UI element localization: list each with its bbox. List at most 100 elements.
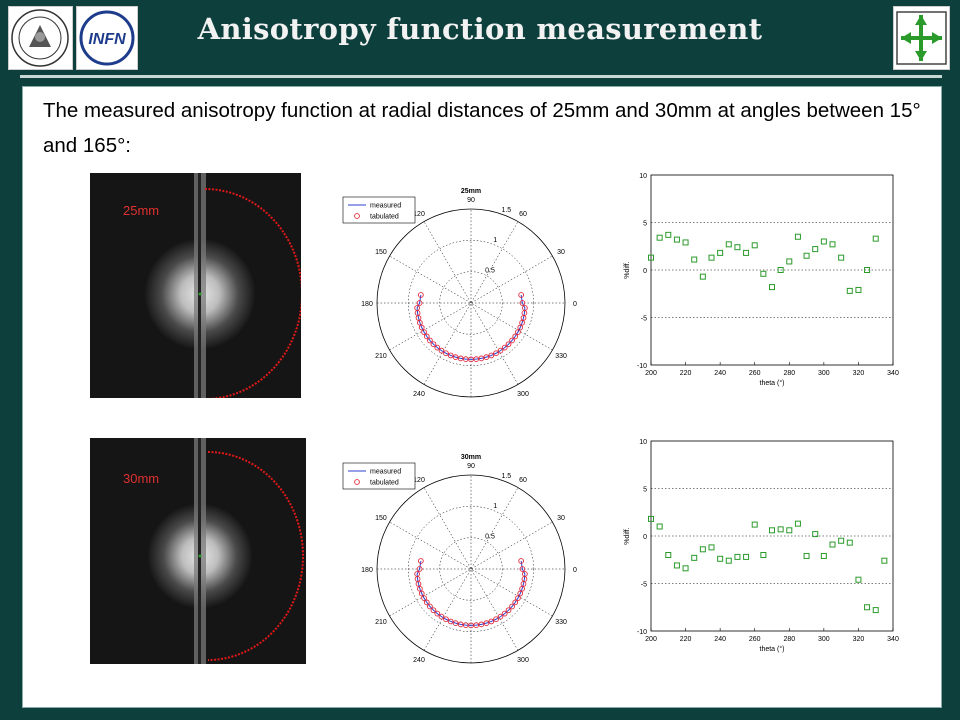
tabulated-point xyxy=(423,599,430,606)
x-tick-label: 260 xyxy=(749,370,761,377)
data-point xyxy=(760,270,767,277)
intro-text: The measured anisotropy function at radi… xyxy=(43,99,921,157)
polar-angle-label: 60 xyxy=(519,477,527,484)
tabulated-point xyxy=(517,324,524,331)
x-tick-label: 240 xyxy=(714,370,726,377)
data-point xyxy=(743,553,750,560)
polar-angle-label: 300 xyxy=(517,391,529,398)
x-tick-label: 320 xyxy=(853,636,865,643)
x-tick-label: 340 xyxy=(887,636,899,643)
polar-title: 25mm xyxy=(461,188,481,195)
y-tick-label: -10 xyxy=(637,629,647,636)
polar-angle-label: 30 xyxy=(557,515,565,522)
data-point xyxy=(691,256,698,263)
x-tick-label: 200 xyxy=(645,636,657,643)
polar-grid-ring xyxy=(408,240,534,366)
tabulated-point xyxy=(515,329,521,335)
data-point xyxy=(794,520,801,527)
legend-tabulated-label: tabulated xyxy=(370,214,399,221)
infn-logo-text: INFN xyxy=(88,31,126,48)
x-axis-label: theta (°) xyxy=(760,645,785,653)
polar-grid-ring xyxy=(439,537,503,601)
legend-measured-label: measured xyxy=(370,469,401,476)
legend-box xyxy=(342,462,416,490)
tabulated-point xyxy=(501,344,508,351)
y-tick-label: 0 xyxy=(643,268,647,275)
polar-angle-label: 0 xyxy=(573,567,577,574)
x-tick-label: 300 xyxy=(818,370,830,377)
data-point xyxy=(838,254,845,261)
data-point xyxy=(656,234,663,241)
x-tick-label: 220 xyxy=(680,636,692,643)
tabulated-point xyxy=(493,616,499,623)
diff-plot-30mm: 10 5 0 -5 -10 200 220 240 260 280 300 320 340 theta (… xyxy=(601,435,901,667)
data-point xyxy=(838,537,845,544)
data-point xyxy=(682,239,689,246)
x-tick-label: 300 xyxy=(818,636,830,643)
data-point xyxy=(734,553,741,560)
legend-tabulated-swatch xyxy=(354,213,360,219)
y-tick-label: 5 xyxy=(643,221,647,228)
data-point xyxy=(708,254,715,261)
plot-area xyxy=(650,440,894,632)
tabulated-point xyxy=(452,354,459,361)
data-point xyxy=(725,557,732,564)
y-tick-label: -5 xyxy=(641,316,647,323)
tabulated-point xyxy=(478,355,485,362)
tabulated-point xyxy=(430,607,437,614)
polar-angle-label: 150 xyxy=(375,515,387,522)
y-tick-label: 10 xyxy=(639,173,647,180)
polar-angle-label: 30 xyxy=(557,249,565,256)
tabulated-point xyxy=(418,324,425,331)
tabulated-point xyxy=(421,329,427,335)
data-point xyxy=(812,531,819,538)
tabulated-point xyxy=(518,558,524,564)
tabulated-point xyxy=(505,607,512,614)
tabulated-point xyxy=(417,319,423,326)
data-point xyxy=(829,541,836,548)
data-point xyxy=(648,254,654,261)
tabulated-point xyxy=(505,341,512,348)
tabulated-point xyxy=(434,344,441,351)
data-point xyxy=(803,252,810,259)
data-point xyxy=(864,267,871,273)
tabulated-point xyxy=(497,613,504,620)
tabulated-point xyxy=(488,618,495,625)
data-point xyxy=(872,607,879,614)
tabulated-point xyxy=(509,603,515,610)
tabulated-point xyxy=(416,566,423,572)
data-point xyxy=(812,246,819,253)
tabulated-point xyxy=(427,603,433,610)
polar-radius-label: 0.5 xyxy=(485,534,495,541)
legend-tabulated-label: tabulated xyxy=(370,480,399,487)
tabulated-point xyxy=(443,616,449,623)
infn-logo-icon: INFN xyxy=(76,6,138,70)
polar-legend: measured tabulated xyxy=(342,196,416,224)
tabulated-point xyxy=(452,620,459,627)
tabulated-point xyxy=(434,610,441,617)
x-tick-label: 340 xyxy=(887,370,899,377)
data-point xyxy=(673,562,680,569)
data-point xyxy=(734,244,741,251)
y-tick-label: -5 xyxy=(641,582,647,589)
data-point xyxy=(665,552,672,558)
data-point xyxy=(691,554,698,561)
arrows-cross-logo-icon xyxy=(893,6,950,70)
tabulated-point xyxy=(447,352,454,359)
tabulated-point xyxy=(416,300,423,306)
data-point xyxy=(760,552,767,558)
header: INFN Anisotropy function measurement xyxy=(0,0,960,74)
polar-angle-label: 60 xyxy=(519,211,527,218)
tabulated-point xyxy=(488,352,495,359)
data-point xyxy=(794,233,801,240)
tabulated-point xyxy=(518,292,524,298)
data-point xyxy=(881,557,888,564)
y-tick-label: -10 xyxy=(637,363,647,370)
data-point xyxy=(777,267,784,273)
diff-plot-25mm: 10 5 0 -5 -10 200 220 240 260 280 300 320 340 theta (… xyxy=(601,169,901,401)
tabulated-point xyxy=(509,337,515,344)
data-point xyxy=(855,286,862,293)
polar-angle-label: 330 xyxy=(555,353,567,360)
tabulated-point xyxy=(512,599,519,606)
data-point xyxy=(751,242,758,249)
